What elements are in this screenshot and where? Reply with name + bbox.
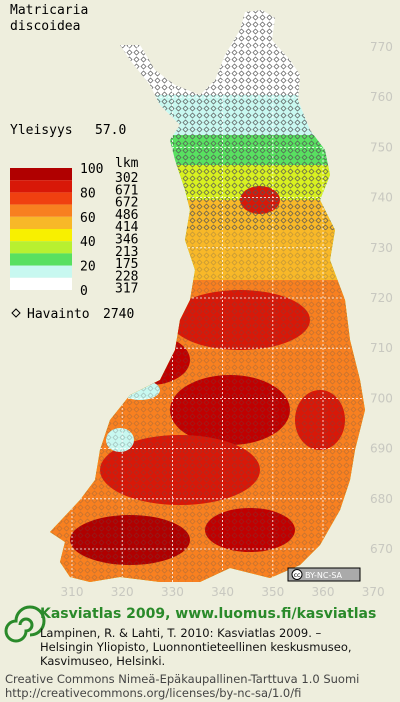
license: http://creativecommons.org/licenses/by-n… bbox=[5, 686, 301, 700]
easting-label: 350 bbox=[261, 585, 284, 599]
cc-label: cc bbox=[294, 572, 301, 579]
northing-label: 720 bbox=[370, 291, 393, 305]
legend-count: 213 bbox=[115, 245, 138, 260]
easting-label: 360 bbox=[312, 585, 335, 599]
legend-scale-label: 20 bbox=[80, 260, 96, 275]
species-name: discoidea bbox=[10, 19, 80, 34]
northing-label: 730 bbox=[370, 241, 393, 255]
citation: Helsingin Yliopisto, Luonnontieteellinen… bbox=[40, 640, 352, 654]
easting-label: 320 bbox=[111, 585, 134, 599]
legend-count: 317 bbox=[115, 282, 138, 297]
species-name: Matricaria bbox=[10, 3, 88, 18]
northing-label: 680 bbox=[370, 492, 393, 506]
legend-scale-label: 60 bbox=[80, 211, 96, 226]
observation-value: 2740 bbox=[103, 307, 134, 322]
northing-label: 690 bbox=[370, 442, 393, 456]
northing-label: 670 bbox=[370, 542, 393, 556]
license: Creative Commons Nimeä-Epäkaupallinen-Ta… bbox=[5, 672, 359, 686]
observation-label: Havainto bbox=[27, 307, 90, 322]
northing-label: 760 bbox=[370, 90, 393, 104]
legend-count: 346 bbox=[115, 233, 138, 248]
citation: Kasvimuseo, Helsinki. bbox=[40, 654, 165, 668]
legend-scale-label: 40 bbox=[80, 235, 96, 250]
northing-label: 770 bbox=[370, 40, 393, 54]
legend-count: 302 bbox=[115, 171, 138, 186]
observation-icon bbox=[11, 308, 21, 318]
legend-scale-label: 80 bbox=[80, 186, 96, 201]
legend-swatch bbox=[10, 277, 72, 290]
legend-swatch bbox=[10, 192, 72, 205]
legend-count: 414 bbox=[115, 220, 139, 235]
easting-label: 310 bbox=[61, 585, 84, 599]
northing-label: 750 bbox=[370, 140, 393, 154]
logo bbox=[4, 605, 46, 643]
cc-badge: cc BY-NC-SA bbox=[287, 567, 361, 582]
legend-count: 228 bbox=[115, 269, 138, 284]
frequency-label: Yleisyys bbox=[10, 123, 73, 138]
legend-swatch bbox=[10, 265, 72, 278]
finland-map bbox=[50, 10, 365, 582]
legend-scale-label: 100 bbox=[80, 162, 103, 177]
citation: Lampinen, R. & Lahti, T. 2010: Kasviatla… bbox=[40, 626, 322, 640]
legend-swatch bbox=[10, 204, 72, 217]
easting-label: 370 bbox=[362, 585, 385, 599]
legend-swatch bbox=[10, 168, 72, 181]
legend-swatch bbox=[10, 229, 72, 242]
legend-swatch bbox=[10, 253, 72, 266]
easting-label: 330 bbox=[161, 585, 184, 599]
footer-heading: Kasviatlas 2009, www.luomus.fi/kasviatla… bbox=[40, 606, 376, 622]
legend-count: 672 bbox=[115, 196, 138, 211]
easting-label: 340 bbox=[211, 585, 234, 599]
count-header: lkm bbox=[115, 156, 139, 171]
legend-count: 671 bbox=[115, 183, 138, 198]
license-badge: BY-NC-SA bbox=[305, 571, 343, 580]
frequency-value: 57.0 bbox=[95, 123, 126, 138]
legend-scale-label: 0 bbox=[80, 284, 88, 299]
legend-swatch bbox=[10, 180, 72, 193]
northing-label: 710 bbox=[370, 341, 393, 355]
northing-label: 740 bbox=[370, 191, 393, 205]
legend-count: 175 bbox=[115, 257, 138, 272]
legend-swatch bbox=[10, 216, 72, 229]
legend-count: 486 bbox=[115, 208, 138, 223]
legend-swatch bbox=[10, 241, 72, 254]
northing-label: 700 bbox=[370, 391, 393, 405]
